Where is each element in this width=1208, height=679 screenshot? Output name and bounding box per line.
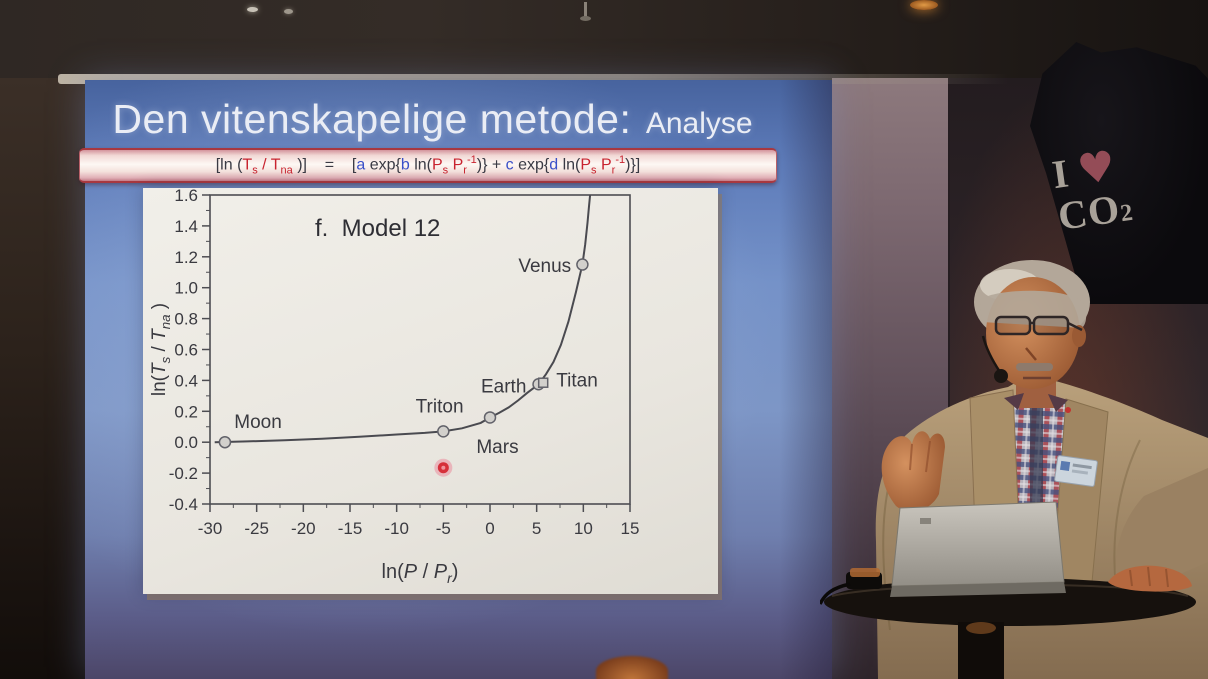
svg-text:15: 15 — [621, 519, 640, 538]
svg-text:Triton: Triton — [416, 397, 464, 418]
svg-text:-10: -10 — [384, 519, 409, 538]
mustache — [1016, 363, 1053, 371]
svg-text:f. Model 12: f. Model 12 — [315, 215, 440, 242]
presenter-head — [974, 260, 1090, 389]
svg-text:ln(Ts / Tna ): ln(Ts / Tna ) — [149, 303, 173, 396]
audience-head — [596, 656, 668, 679]
svg-text:1.4: 1.4 — [174, 217, 198, 236]
svg-text:Mars: Mars — [476, 437, 518, 458]
svg-text:1.0: 1.0 — [174, 279, 198, 298]
name-badge — [1054, 455, 1098, 487]
svg-text:-5: -5 — [436, 519, 451, 538]
equation-bar: [ln (Ts / Tna )] = [a exp{b ln(Ps Pr-1)}… — [79, 148, 777, 183]
slide-title: Den vitenskapelige metode: Analyse — [85, 96, 832, 143]
svg-text:-15: -15 — [338, 519, 363, 538]
svg-text:ln(P / Pr): ln(P / Pr) — [382, 561, 459, 586]
tshirt-subscript: 2 — [1118, 199, 1136, 228]
svg-text:0.8: 0.8 — [174, 310, 198, 329]
left-wall — [0, 78, 86, 679]
svg-text:0: 0 — [485, 519, 494, 538]
svg-text:0.4: 0.4 — [174, 371, 198, 390]
presenter-and-podium — [820, 260, 1208, 679]
headset-mic-icon — [981, 335, 1008, 383]
slide-title-main: Den vitenskapelige metode: — [112, 96, 632, 142]
ceiling-light-icon — [284, 9, 293, 14]
equation-text: [ln (Ts / Tna )] = [a exp{b ln(Ps Pr-1)}… — [215, 154, 641, 177]
svg-text:0.0: 0.0 — [174, 433, 198, 452]
glasses-icon — [994, 315, 1083, 336]
svg-text:10: 10 — [574, 519, 593, 538]
svg-text:-0.4: -0.4 — [169, 495, 198, 514]
cable — [820, 582, 851, 605]
svg-text:-30: -30 — [198, 519, 223, 538]
svg-text:0.6: 0.6 — [174, 341, 198, 360]
slide-title-analyse: Analyse — [645, 107, 753, 140]
tshirt-text: I ♥ CO2 — [1049, 141, 1136, 239]
projector-screen: Den vitenskapelige metode: Analyse [ln (… — [79, 80, 832, 679]
svg-text:1.2: 1.2 — [174, 248, 198, 267]
screen-top-frame — [58, 74, 1008, 84]
laptop — [890, 501, 1066, 597]
model12-chart: -30 -25 -20 -15 -10 -5 0 5 10 15 -0.4 -0.2 0.0 0.2 0.4… — [149, 186, 640, 586]
ceiling-light-icon — [247, 7, 258, 12]
svg-text:0.2: 0.2 — [174, 402, 198, 421]
sprinkler-icon — [580, 2, 591, 21]
laptop-logo-icon — [920, 518, 931, 524]
presentation-remote — [846, 568, 882, 589]
chart-panel: -30 -25 -20 -15 -10 -5 0 5 10 15 -0.4 -0.2 0.0 0.2 0.4… — [143, 186, 718, 594]
svg-text:Titan: Titan — [556, 370, 598, 391]
svg-text:Earth: Earth — [481, 377, 526, 398]
svg-text:-20: -20 — [291, 519, 316, 538]
svg-text:1.6: 1.6 — [174, 188, 198, 205]
svg-text:Moon: Moon — [234, 412, 282, 433]
ceiling-light-orange-icon — [910, 0, 938, 10]
presenter-right-arm — [1115, 468, 1208, 582]
svg-text:-0.2: -0.2 — [169, 464, 198, 483]
lapel-pin-icon — [1065, 407, 1071, 413]
ceiling — [0, 0, 1208, 80]
svg-text:5: 5 — [532, 519, 541, 538]
svg-text:Venus: Venus — [518, 256, 571, 277]
laptop-hinge — [890, 582, 1066, 597]
svg-text:-25: -25 — [244, 519, 269, 538]
